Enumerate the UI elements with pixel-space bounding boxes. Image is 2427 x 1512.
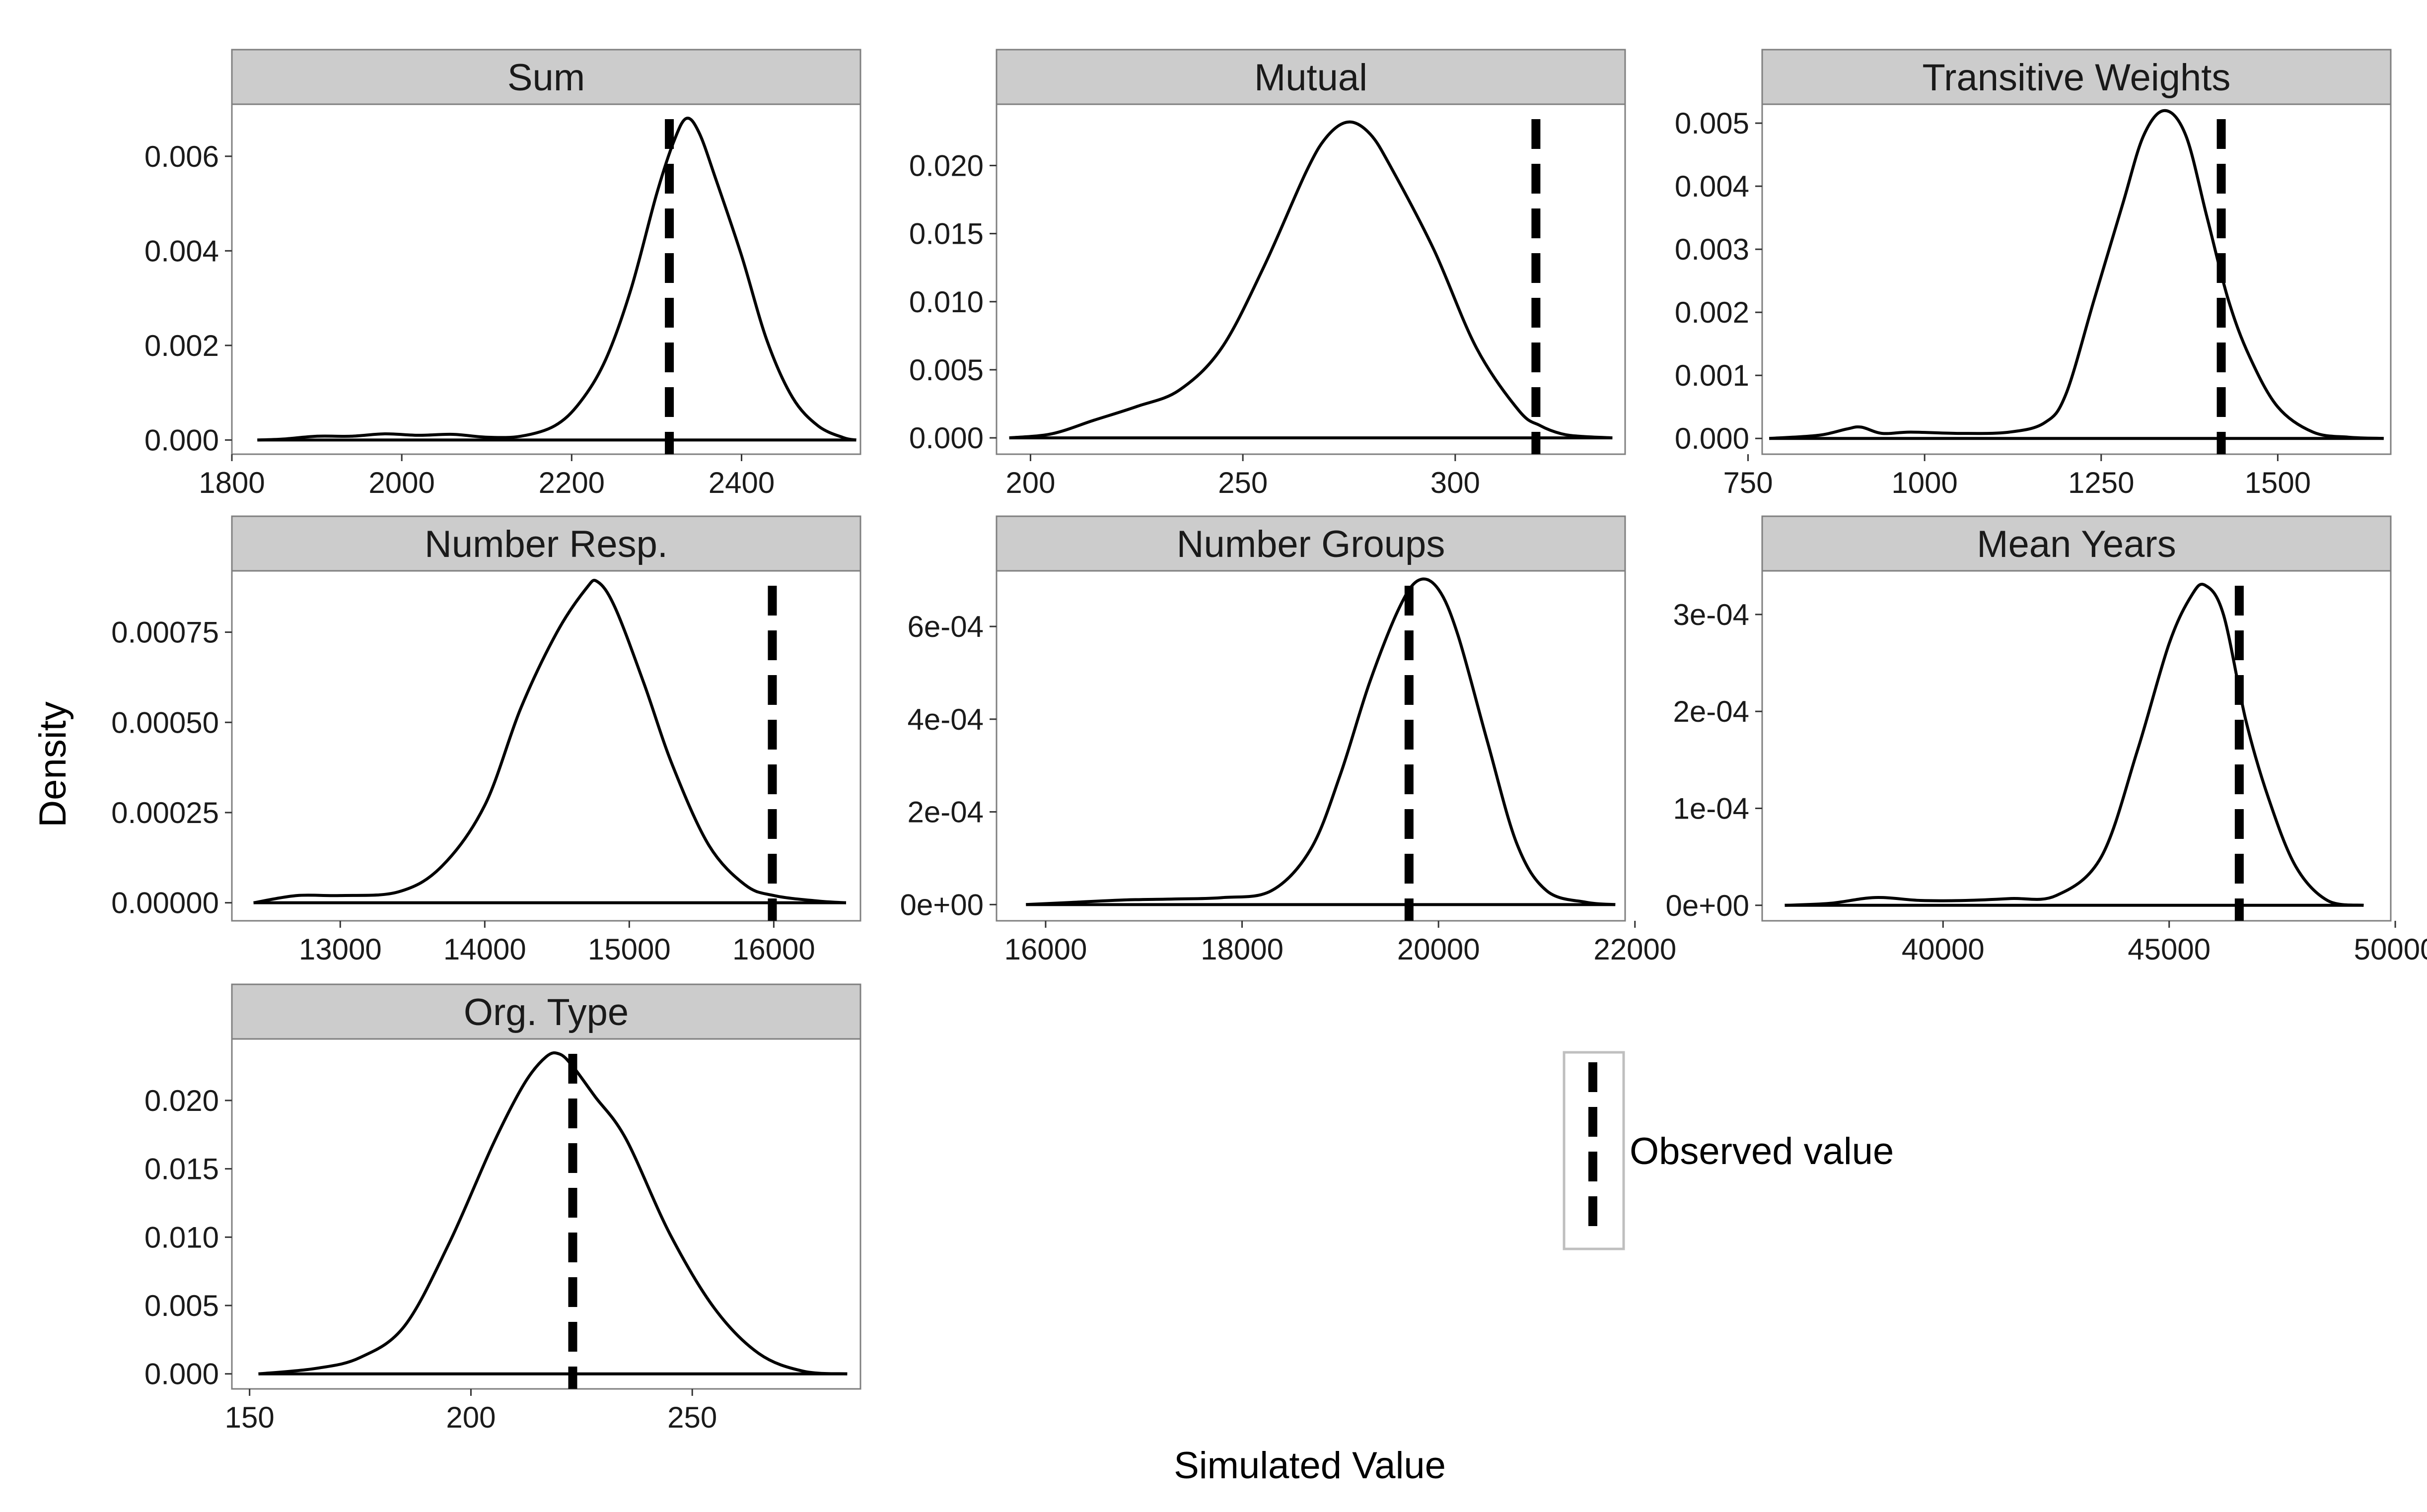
y-tick-label: 0.00000 bbox=[111, 887, 219, 920]
panel-border bbox=[231, 1038, 861, 1390]
x-tick-label: 40000 bbox=[1902, 933, 1985, 966]
x-tick-label: 750 bbox=[1723, 466, 1773, 499]
x-tick-label: 1250 bbox=[2068, 466, 2134, 499]
y-tick-label: 0e+00 bbox=[900, 888, 984, 921]
y-tick-label: 0.020 bbox=[144, 1084, 219, 1117]
panel-border bbox=[996, 570, 1626, 922]
density-curve bbox=[1785, 582, 2364, 907]
y-tick-label: 0.004 bbox=[144, 234, 219, 268]
y-tick-label: 1e-04 bbox=[1673, 792, 1749, 825]
legend-label: Observed value bbox=[1630, 1130, 1894, 1172]
x-tick-label: 1000 bbox=[1891, 466, 1957, 499]
facet-sum: Sum 0.000 0.002 0.004 0.006 1800 2000 2200 2400 bbox=[144, 49, 861, 499]
facet-strip bbox=[231, 49, 861, 105]
y-tick-label: 0.000 bbox=[909, 421, 984, 455]
y-tick-label: 0.020 bbox=[909, 149, 984, 182]
facet-number-resp: Number Resp. 0.00000 0.00025 0.00050 0.00075… bbox=[111, 515, 861, 966]
x-tick-label: 250 bbox=[1218, 466, 1268, 499]
panel-border bbox=[996, 103, 1626, 455]
x-tick-label: 18000 bbox=[1201, 933, 1284, 966]
x-tick-label: 45000 bbox=[2128, 933, 2211, 966]
y-tick-label: 2e-04 bbox=[908, 796, 984, 829]
facet-mean-years: Mean Years 0e+00 1e-04 2e-04 3e-04 40000 45000… bbox=[1665, 515, 2427, 966]
facet-title: Org. Type bbox=[464, 991, 629, 1033]
x-tick-label: 16000 bbox=[732, 933, 815, 966]
facet-mutual: Mutual 0.000 0.005 0.010 0.015 0.020 200 250 300 bbox=[909, 49, 1626, 499]
y-tick-label: 0.004 bbox=[1675, 170, 1749, 203]
x-tick-label: 13000 bbox=[299, 933, 382, 966]
facet-title: Number Resp. bbox=[425, 523, 668, 565]
y-tick-label: 0.015 bbox=[909, 217, 984, 251]
x-tick-label: 150 bbox=[225, 1401, 275, 1434]
x-tick-label: 250 bbox=[667, 1401, 717, 1434]
facet-strip bbox=[231, 983, 861, 1040]
x-tick-label: 50000 bbox=[2354, 933, 2427, 966]
x-tick-label: 2400 bbox=[709, 466, 775, 499]
density-curve bbox=[253, 579, 847, 904]
y-tick-label: 0.005 bbox=[909, 353, 984, 387]
x-tick-label: 22000 bbox=[1593, 933, 1676, 966]
x-tick-label: 200 bbox=[446, 1401, 496, 1434]
facet-strip bbox=[231, 515, 861, 572]
y-tick-label: 0.001 bbox=[1675, 359, 1749, 392]
facet-strip bbox=[996, 515, 1626, 572]
y-tick-label: 0.003 bbox=[1675, 233, 1749, 266]
x-tick-label: 1800 bbox=[199, 466, 265, 499]
legend: Observed value bbox=[1563, 1051, 1894, 1250]
facet-title: Mean Years bbox=[1977, 523, 2176, 565]
density-curve bbox=[1026, 577, 1616, 906]
facet-title: Sum bbox=[507, 57, 585, 99]
y-tick-label: 2e-04 bbox=[1673, 695, 1749, 728]
density-curve bbox=[1009, 120, 1613, 440]
density-curve bbox=[258, 1051, 848, 1375]
facet-strip bbox=[1761, 49, 2392, 105]
facet-title: Transitive Weights bbox=[1923, 57, 2231, 99]
facet-panels: Sum 0.000 0.002 0.004 0.006 1800 2000 2200 2400 M… bbox=[111, 49, 2427, 1434]
x-tick-label: 2000 bbox=[368, 466, 434, 499]
y-tick-label: 0.00025 bbox=[111, 796, 219, 829]
y-tick-label: 0.002 bbox=[144, 329, 219, 362]
facet-strip bbox=[1761, 515, 2392, 572]
x-tick-label: 2200 bbox=[539, 466, 605, 499]
y-tick-label: 0.006 bbox=[144, 140, 219, 173]
y-tick-label: 3e-04 bbox=[1673, 598, 1749, 631]
y-tick-label: 6e-04 bbox=[908, 610, 984, 643]
facet-title: Number Groups bbox=[1177, 523, 1445, 565]
panel-border bbox=[231, 103, 861, 455]
facet-title: Mutual bbox=[1254, 57, 1367, 99]
y-tick-label: 0.000 bbox=[144, 1358, 219, 1391]
x-tick-label: 1500 bbox=[2245, 466, 2311, 499]
y-tick-label: 0.015 bbox=[144, 1153, 219, 1186]
panel-border bbox=[1761, 570, 2392, 922]
facet-strip bbox=[996, 49, 1626, 105]
y-tick-label: 0.002 bbox=[1675, 296, 1749, 329]
y-tick-label: 0.000 bbox=[144, 423, 219, 457]
x-tick-label: 20000 bbox=[1397, 933, 1480, 966]
x-tick-label: 300 bbox=[1430, 466, 1480, 499]
density-curve bbox=[257, 117, 857, 442]
y-tick-label: 0.010 bbox=[144, 1221, 219, 1254]
y-tick-label: 0.005 bbox=[144, 1289, 219, 1322]
facet-org-type: Org. Type 0.000 0.005 0.010 0.015 0.020 150 200… bbox=[144, 983, 861, 1434]
density-curve bbox=[1769, 109, 2384, 440]
panel-border bbox=[1761, 103, 2392, 455]
x-tick-label: 14000 bbox=[443, 933, 526, 966]
facet-number-groups: Number Groups 0e+00 2e-04 4e-04 6e-04 16000 18… bbox=[900, 515, 1676, 966]
y-tick-label: 0.00050 bbox=[111, 706, 219, 739]
y-axis-title: Density bbox=[32, 701, 74, 827]
x-tick-label: 15000 bbox=[588, 933, 671, 966]
y-tick-label: 0.000 bbox=[1675, 422, 1749, 455]
y-tick-label: 0.010 bbox=[909, 285, 984, 319]
x-tick-label: 200 bbox=[1005, 466, 1055, 499]
y-tick-label: 0.005 bbox=[1675, 107, 1749, 140]
y-tick-label: 0e+00 bbox=[1665, 889, 1749, 922]
y-tick-label: 0.00075 bbox=[111, 616, 219, 649]
x-tick-label: 16000 bbox=[1004, 933, 1087, 966]
facet-transitive-weights: Transitive Weights 0.000 0.001 0.002 0.003 0.… bbox=[1675, 49, 2392, 499]
y-tick-label: 4e-04 bbox=[908, 703, 984, 736]
panel-border bbox=[231, 570, 861, 922]
x-axis-title: Simulated Value bbox=[1174, 1444, 1446, 1487]
